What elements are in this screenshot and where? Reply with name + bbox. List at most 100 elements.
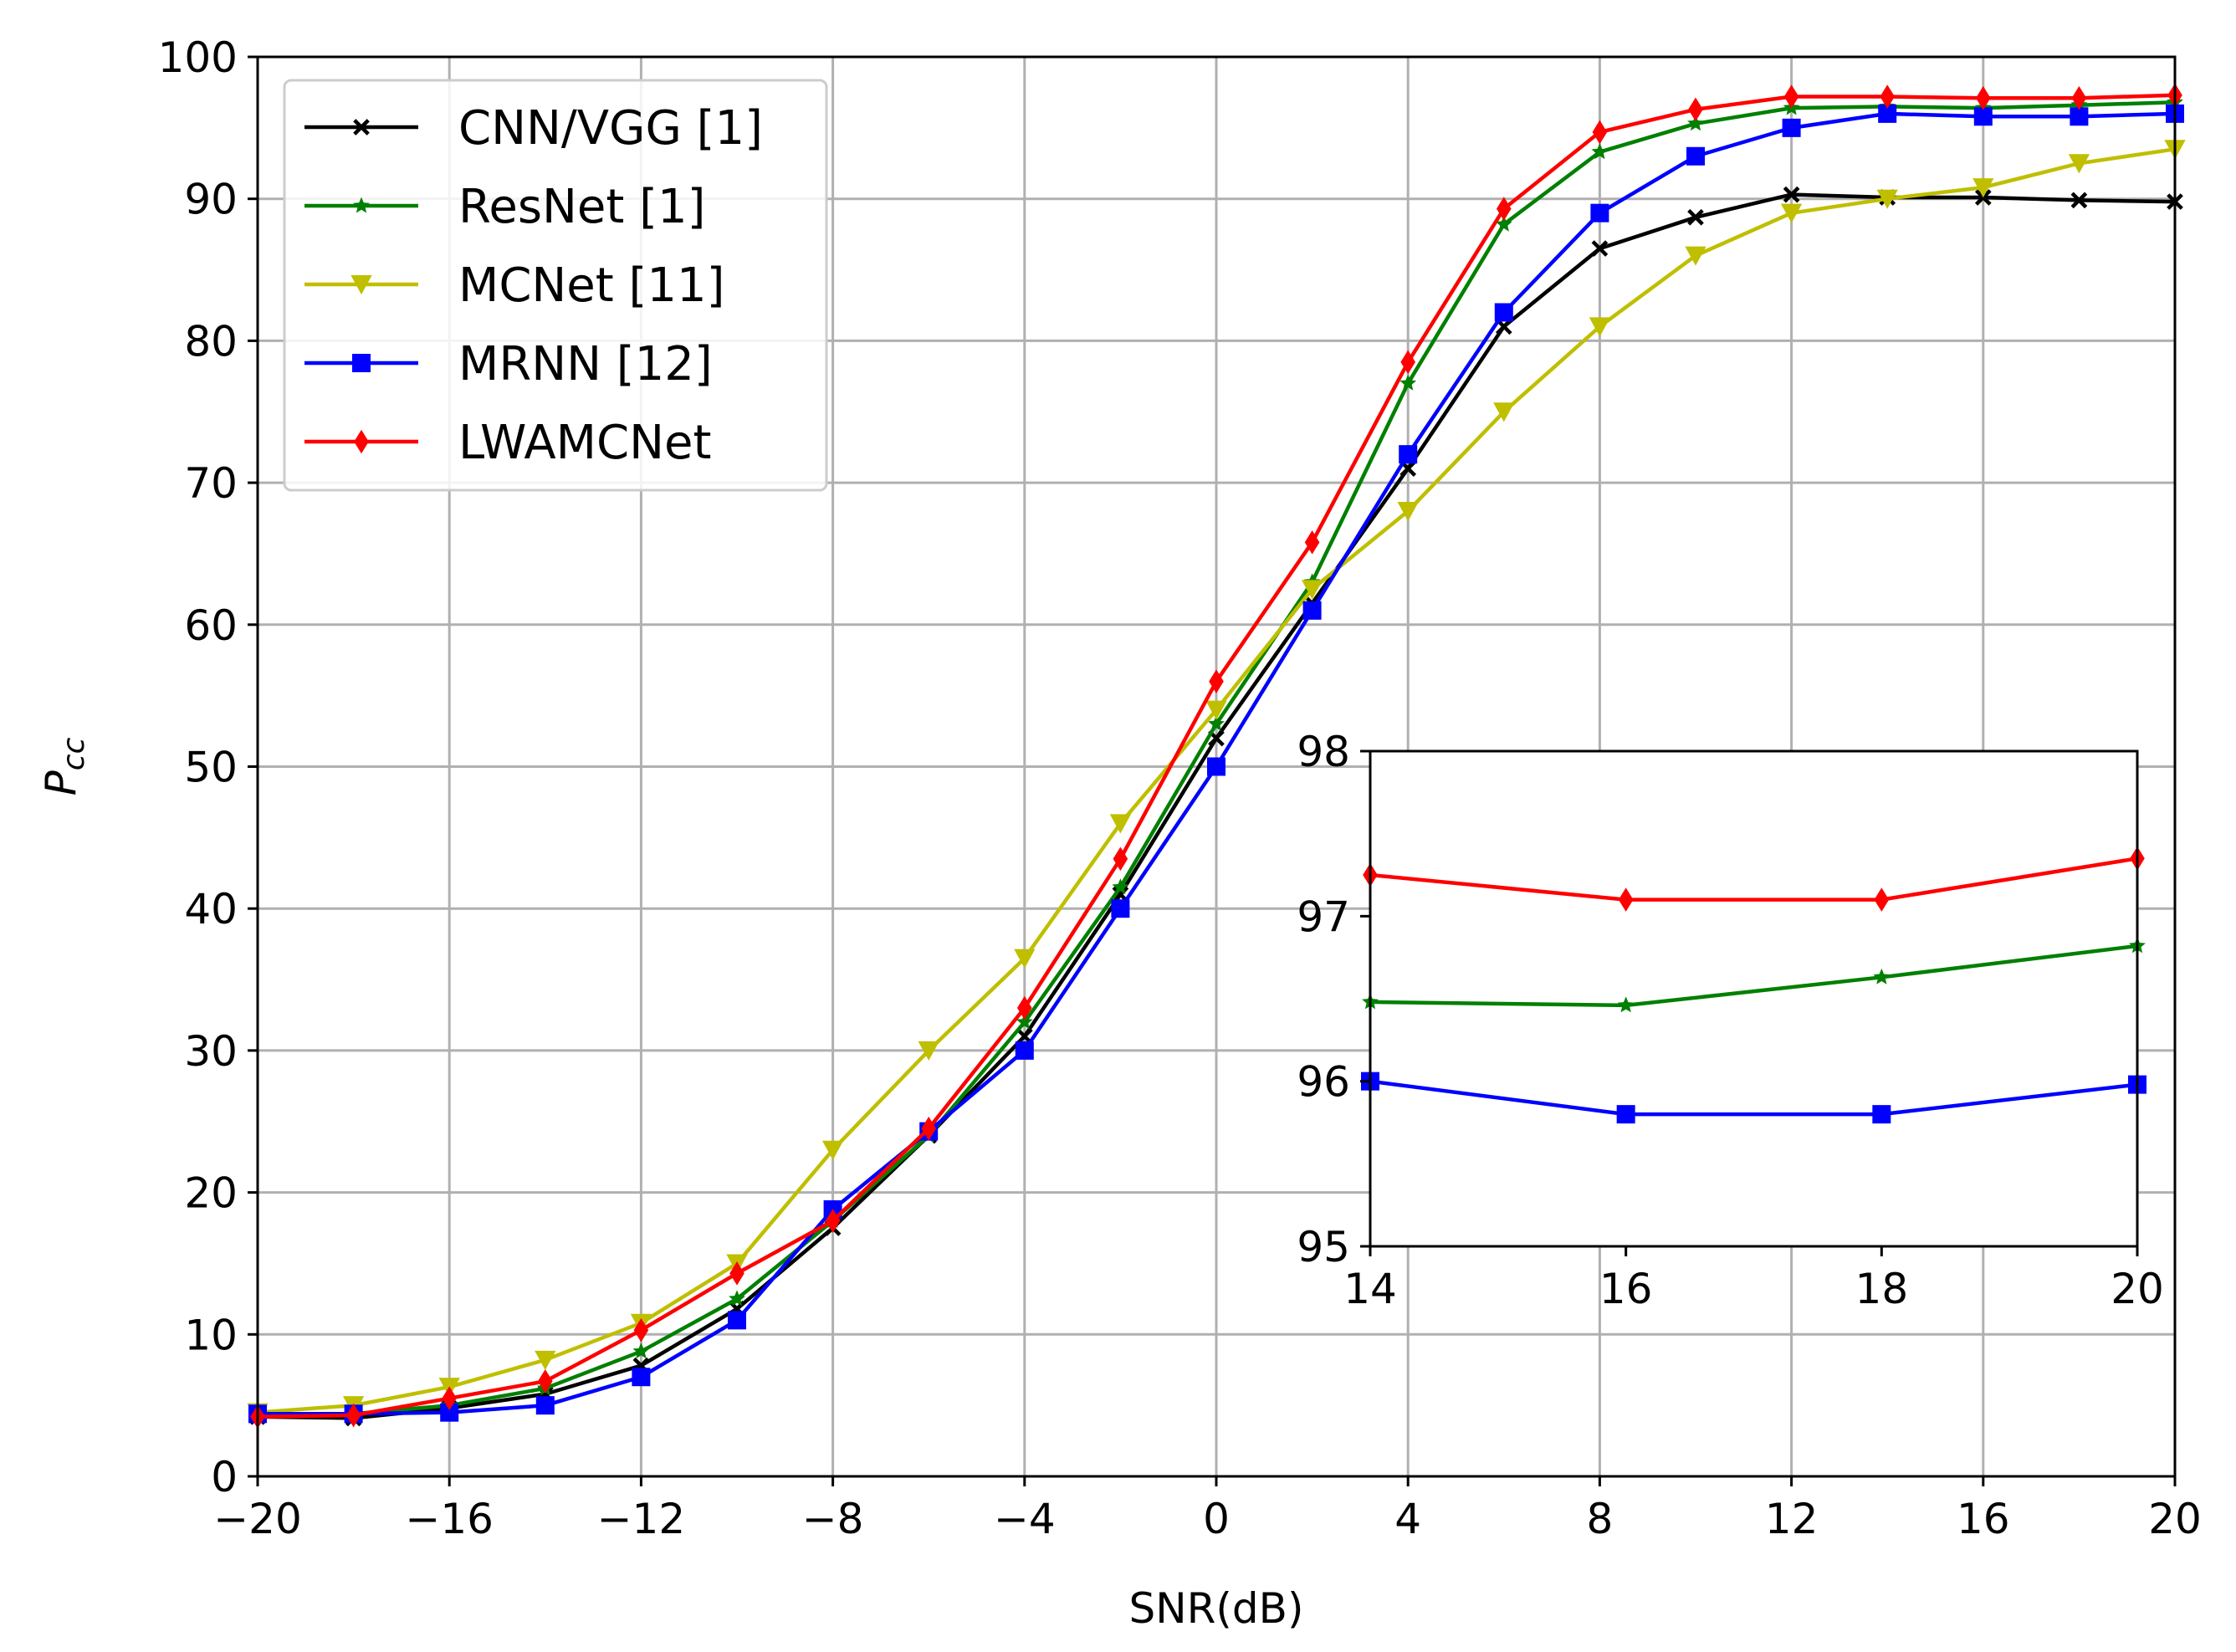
data-point-mrnn-12 — [632, 1368, 651, 1387]
data-point-mrnn-12 — [1872, 1105, 1891, 1124]
x-tick-label: 4 — [1394, 1495, 1421, 1543]
data-point-lwamcnet — [1874, 887, 1890, 912]
data-point-mcnet-11 — [1685, 246, 1706, 266]
series-line-lwamcnet — [1369, 857, 2138, 902]
data-point-mcnet-11 — [1014, 949, 1036, 969]
y-tick-label: 95 — [1297, 1223, 1350, 1271]
data-point-mrnn-12 — [1111, 899, 1130, 918]
data-point-mrnn-12 — [1590, 203, 1609, 222]
y-tick-label: 70 — [184, 459, 238, 508]
data-point-mrnn-12 — [728, 1311, 746, 1330]
data-point-resnet-1 — [1495, 215, 1512, 232]
legend-box — [283, 79, 828, 492]
data-point-mcnet-11 — [1876, 189, 1898, 209]
data-point-lwamcnet — [345, 1403, 361, 1428]
data-point-mcnet-11 — [535, 1350, 556, 1370]
data-point-lwamcnet — [1783, 84, 1799, 109]
inset-chart: 14 16 18 20 95 96 97 98 — [1297, 728, 2163, 1313]
data-point-mcnet-11 — [1301, 580, 1323, 600]
x-tick-label: −12 — [597, 1495, 686, 1543]
data-point-lwamcnet — [1976, 85, 1991, 110]
data-point-resnet-1 — [729, 1290, 745, 1307]
legend-marker-resnet-1 — [353, 197, 370, 213]
legend-marker-mcnet-11 — [350, 275, 372, 295]
data-point-lwamcnet — [1592, 120, 1608, 145]
series-lwamcnet — [250, 83, 2182, 1430]
data-point-mrnn-12 — [2070, 107, 2089, 126]
series-line-mrnn-12 — [1369, 1079, 2138, 1117]
data-point-mcnet-11 — [1205, 700, 1227, 720]
data-point-mcnet-11 — [2068, 154, 2090, 174]
data-point-mrnn-12 — [440, 1403, 459, 1422]
inset-ticks: 14 16 18 20 95 96 97 98 — [1297, 728, 2163, 1313]
data-point-lwamcnet — [1400, 350, 1415, 375]
data-point-cnn-vgg-1 — [2070, 192, 2088, 209]
data-point-cnn-vgg-1 — [1687, 208, 1704, 226]
data-point-cnn-vgg-1 — [1783, 186, 1800, 203]
data-point-mrnn-12 — [1207, 757, 1225, 776]
data-point-mrnn-12 — [1878, 104, 1897, 123]
data-point-mcnet-11 — [1589, 317, 1611, 337]
data-point-resnet-1 — [1208, 715, 1225, 731]
data-point-lwamcnet — [538, 1369, 553, 1394]
data-point-resnet-1 — [1399, 374, 1417, 391]
data-point-mcnet-11 — [1109, 814, 1132, 834]
y-tick-label: 97 — [1297, 892, 1350, 941]
data-point-resnet-1 — [1591, 143, 1609, 160]
data-point-mrnn-12 — [1302, 601, 1322, 620]
legend-item-cnn-vgg-1: CNN/VGG [1] — [304, 101, 763, 156]
data-point-lwamcnet — [1017, 995, 1032, 1020]
y-tick-label: 0 — [211, 1453, 238, 1501]
y-tick-label: 100 — [158, 33, 238, 82]
data-point-lwamcnet — [633, 1317, 649, 1343]
data-point-mcnet-11 — [821, 1140, 844, 1160]
data-point-mrnn-12 — [1686, 146, 1705, 166]
data-point-mrnn-12 — [1399, 445, 1418, 464]
x-tick-label: 12 — [1765, 1495, 1819, 1543]
inset-background — [1370, 751, 2137, 1246]
data-point-mrnn-12 — [1782, 118, 1801, 137]
x-tick-label: 8 — [1586, 1495, 1613, 1543]
x-tick-label: 20 — [2148, 1495, 2202, 1543]
data-point-mrnn-12 — [1616, 1105, 1635, 1124]
legend: CNN/VGG [1] ResNet [1] MCNet [11] MRNN [12]… — [283, 79, 828, 492]
y-tick-label: 60 — [184, 601, 238, 650]
y-tick-label: 98 — [1297, 728, 1350, 776]
data-point-lwamcnet — [1618, 887, 1634, 912]
data-point-mcnet-11 — [1493, 402, 1515, 422]
legend-item-mrnn-12: MRNN [12] — [304, 337, 713, 391]
series-resnet-1 — [1362, 937, 2146, 1013]
x-tick-label: −4 — [994, 1495, 1056, 1543]
y-tick-label: 20 — [184, 1169, 238, 1218]
y-axis-label: Pcc — [37, 737, 91, 795]
y-tick-label: 50 — [184, 744, 238, 792]
x-tick-label: −8 — [802, 1495, 864, 1543]
legend-marker-cnn-vgg-1 — [353, 119, 370, 136]
main-ticks: −20 −16 −12 −8 −4 0 4 8 12 16 20 0 10 20 30 40 50 60 70 80 9… — [158, 33, 2202, 1543]
data-point-resnet-1 — [1873, 968, 1891, 985]
legend-label: LWAMCNet — [458, 416, 711, 470]
x-axis-label: SNR(dB) — [1129, 1584, 1304, 1633]
x-tick-label: −16 — [405, 1495, 494, 1543]
x-tick-label: 14 — [1343, 1265, 1397, 1313]
legend-label: MCNet [11] — [458, 258, 724, 313]
x-tick-label: 16 — [1957, 1495, 2010, 1543]
data-point-mcnet-11 — [1972, 178, 1994, 198]
data-point-lwamcnet — [1304, 530, 1320, 555]
legend-marker-lwamcnet — [354, 429, 369, 454]
y-tick-label: 90 — [184, 176, 238, 224]
main-series — [247, 83, 2186, 1430]
data-point-lwamcnet — [2071, 85, 2087, 110]
data-point-mcnet-11 — [918, 1041, 939, 1061]
y-tick-label: 40 — [184, 885, 238, 933]
data-point-mrnn-12 — [1015, 1041, 1034, 1060]
data-point-mrnn-12 — [535, 1396, 555, 1415]
x-tick-label: −20 — [213, 1495, 302, 1543]
series-line-resnet-1 — [1369, 944, 2138, 1008]
data-point-lwamcnet — [825, 1209, 841, 1233]
data-point-lwamcnet — [921, 1116, 936, 1141]
x-tick-label: 16 — [1599, 1265, 1653, 1313]
legend-label: CNN/VGG [1] — [458, 101, 763, 156]
data-point-lwamcnet — [1880, 84, 1895, 109]
legend-label: MRNN [12] — [458, 337, 713, 391]
